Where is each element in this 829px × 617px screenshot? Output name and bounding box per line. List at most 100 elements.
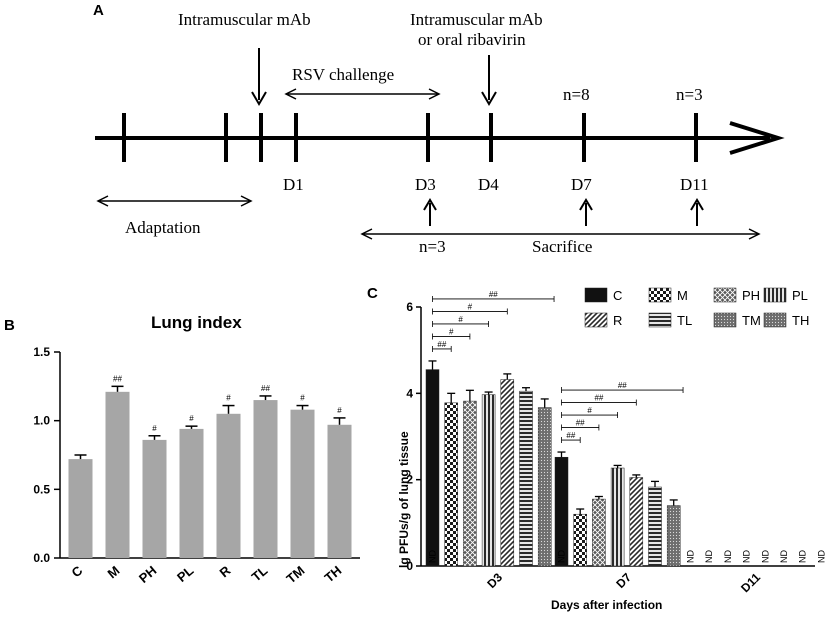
- y-tick-label: 4: [406, 386, 413, 400]
- bar-d7-tm: [666, 505, 681, 567]
- significance-mark: ##: [261, 384, 270, 393]
- panel-a-timeline: A Intramuscular mAb Intramuscular mAb or…: [93, 2, 785, 256]
- arrow-up-d7-head: [579, 198, 593, 211]
- x-tick-label: M: [104, 563, 122, 581]
- bar-tl: [253, 400, 278, 558]
- arrow-up-d11-head: [690, 198, 704, 211]
- legend-swatch-c: [584, 287, 608, 303]
- x-tick-label: TL: [249, 563, 271, 585]
- x-tick-label: D3: [484, 570, 505, 591]
- bar-d7-pl: [610, 467, 625, 567]
- label-oral-ribavirin: or oral ribavirin: [418, 30, 526, 49]
- label-rsv-challenge: RSV challenge: [292, 65, 394, 84]
- bar-d3-tm: [537, 407, 552, 567]
- y-tick-label: 1.0: [33, 414, 50, 428]
- y-tick-label: 0.0: [33, 551, 50, 565]
- y-tick-label: 6: [406, 300, 413, 314]
- chart-c-bars: ND ND ND ND ND ND ND ND ND ND: [425, 360, 826, 567]
- significance-mark: #: [449, 327, 454, 336]
- legend-label: R: [613, 313, 622, 328]
- bar-d7-c: [554, 456, 569, 567]
- bar-r: [216, 413, 241, 558]
- chart-c-significance: ################: [432, 290, 684, 444]
- arrow-down-1-head: [251, 91, 267, 106]
- significance-mark: #: [152, 424, 157, 433]
- legend-label: TL: [677, 313, 692, 328]
- x-tick-label: D7: [613, 570, 634, 591]
- label-d7: D7: [571, 175, 592, 194]
- x-tick-label: TH: [322, 563, 345, 586]
- label-sacrifice: Sacrifice: [532, 237, 592, 256]
- legend-label: TM: [742, 313, 761, 328]
- chart-c-legend: C M PH PL R TL TM TH: [584, 287, 809, 328]
- bar-d3-tl: [519, 390, 533, 567]
- legend-label: C: [613, 288, 622, 303]
- panel-c-letter: C: [367, 285, 378, 302]
- significance-mark: ##: [566, 431, 575, 440]
- x-tick-label: D11: [738, 570, 763, 595]
- legend-swatch-tm: [713, 312, 737, 328]
- chart-b-title: Lung index: [151, 313, 242, 332]
- nd-label: ND: [816, 550, 826, 563]
- nd-label: ND: [779, 550, 789, 563]
- x-tick-label: PH: [136, 563, 159, 586]
- x-tick-label: PL: [174, 563, 196, 585]
- significance-mark: #: [587, 406, 592, 415]
- sacrifice-span-arrow-heads: [360, 228, 761, 240]
- panel-b-letter: B: [4, 317, 15, 334]
- label-d11: D11: [680, 175, 709, 194]
- bar-tm: [290, 409, 315, 558]
- panel-a-letter: A: [93, 2, 104, 19]
- legend-label: PH: [742, 288, 760, 303]
- bar-m: [105, 391, 130, 558]
- bar-d7-r: [629, 477, 644, 567]
- label-adaptation: Adaptation: [125, 218, 201, 237]
- significance-mark: ##: [594, 394, 603, 403]
- significance-mark: ##: [437, 340, 446, 349]
- significance-mark: ##: [576, 419, 585, 428]
- label-im-mab-2: Intramuscular mAb: [410, 10, 543, 29]
- legend-swatch-tl: [648, 312, 672, 328]
- rsv-span-arrow-heads: [284, 88, 441, 100]
- bar-th: [327, 424, 352, 558]
- bar-d3-pl: [481, 394, 496, 567]
- label-d3: D3: [415, 175, 436, 194]
- bar-c: [68, 459, 93, 558]
- label-n3-top: n=3: [676, 85, 703, 104]
- bar-d3-m: [444, 402, 458, 567]
- bar-d3-ph: [463, 400, 477, 567]
- chart-c-y-ticks: 0 2 4 6: [406, 300, 421, 573]
- bar-ph: [142, 439, 167, 558]
- nd-label: ND: [760, 550, 770, 563]
- bar-d3-c: [425, 369, 440, 567]
- chart-b-x-labels: C M PH PL R TL TM TH: [69, 562, 345, 586]
- arrow-down-2-head: [481, 91, 497, 106]
- panel-b-chart: B Lung index 0.00.51.01.5 ######### C M PH…: [4, 313, 360, 586]
- x-tick-label: TM: [283, 563, 307, 587]
- legend-swatch-pl: [763, 287, 787, 303]
- significance-mark: #: [300, 394, 305, 403]
- bar-d3-r: [500, 379, 515, 567]
- significance-mark: ##: [489, 290, 498, 299]
- y-tick-label: 0: [406, 559, 413, 573]
- bar-d7-m: [573, 513, 587, 567]
- x-tick-label: R: [217, 562, 234, 580]
- nd-label: ND: [428, 550, 438, 563]
- label-d1: D1: [283, 175, 304, 194]
- legend-swatch-m: [648, 287, 672, 303]
- label-n8: n=8: [563, 85, 590, 104]
- nd-label: ND: [686, 550, 696, 563]
- significance-mark: #: [468, 302, 473, 311]
- nd-label: ND: [742, 550, 752, 563]
- legend-label: TH: [792, 313, 809, 328]
- significance-mark: #: [226, 394, 231, 403]
- nd-label: ND: [704, 550, 714, 563]
- y-tick-label: 0.5: [33, 482, 50, 496]
- significance-mark: #: [458, 315, 463, 324]
- chart-c-x-label: Days after infection: [551, 598, 662, 612]
- bar-d7-tl: [648, 486, 662, 567]
- chart-b-bars: #########: [68, 374, 352, 558]
- significance-mark: ##: [618, 381, 627, 390]
